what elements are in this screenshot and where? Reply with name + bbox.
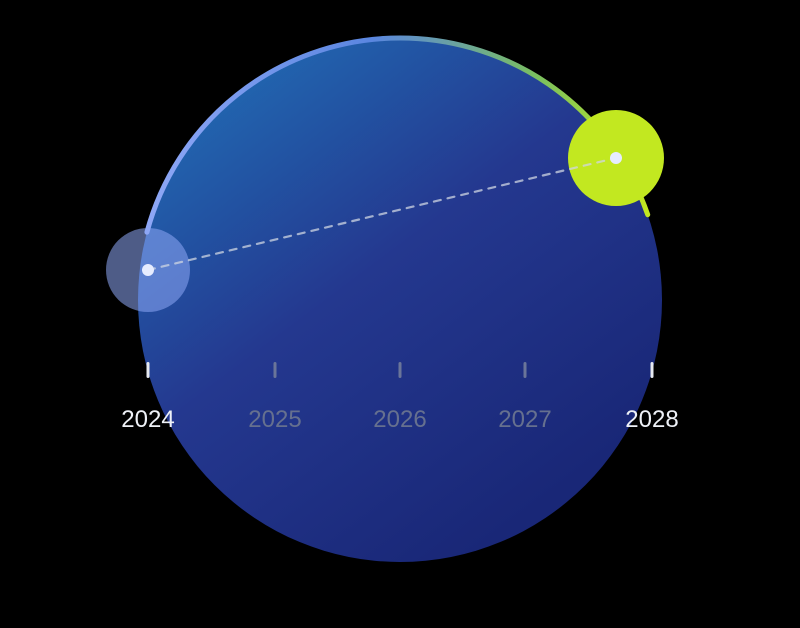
- axis-label: 2026: [373, 406, 426, 433]
- axis-tick: [147, 362, 150, 378]
- main-circle: [138, 38, 662, 562]
- axis-label: 2028: [625, 406, 678, 433]
- axis-label: 2024: [121, 406, 174, 433]
- axis-tick: [274, 362, 277, 378]
- axis-tick: [651, 362, 654, 378]
- end-marker-dot: [610, 152, 622, 164]
- axis-tick: [399, 362, 402, 378]
- axis-tick: [524, 362, 527, 378]
- axis-label: 2025: [248, 406, 301, 433]
- start-marker-dot: [142, 264, 154, 276]
- timeline-arc-chart: 2024 2025 2026 2027 2028: [0, 0, 800, 628]
- axis-label: 2027: [498, 406, 551, 433]
